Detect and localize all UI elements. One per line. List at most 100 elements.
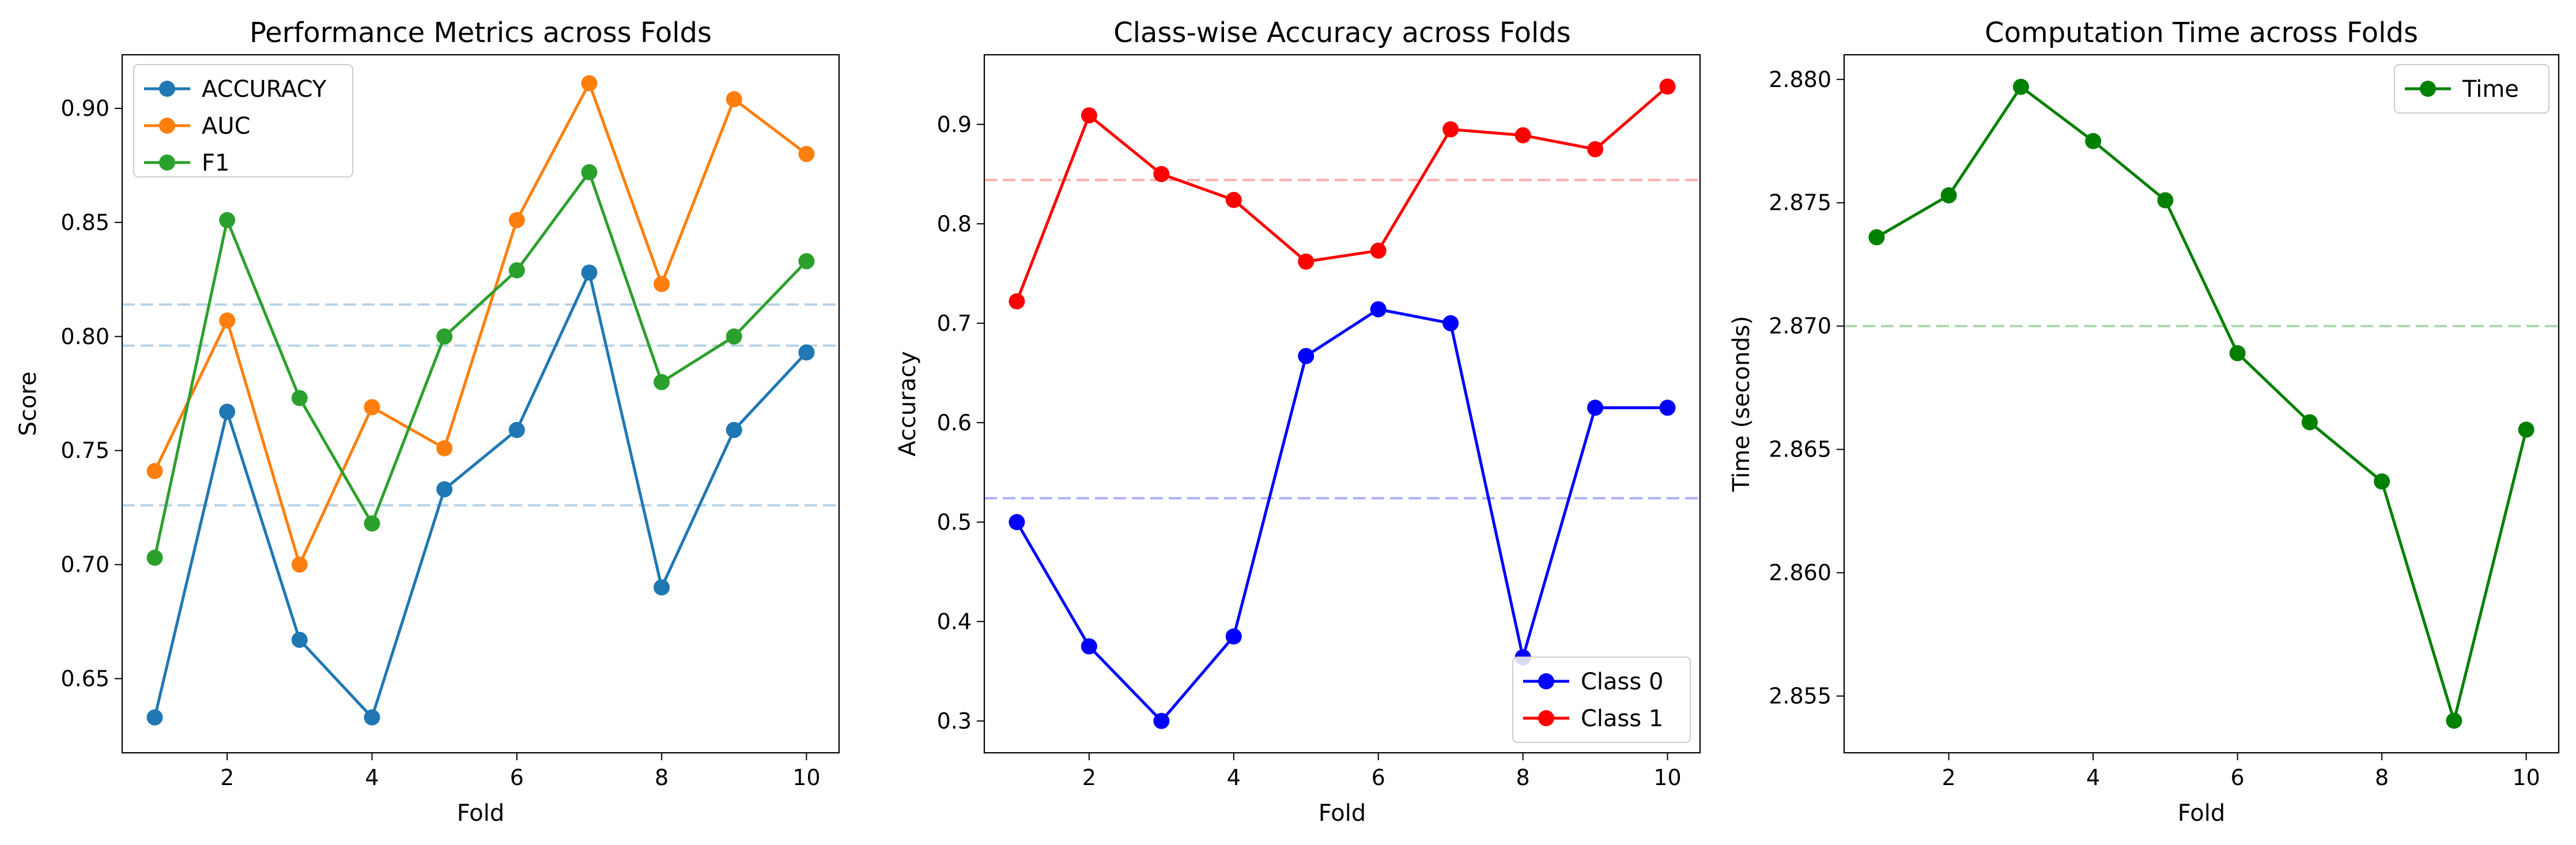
y-tick-label: 0.7: [937, 311, 972, 336]
data-point: [146, 709, 163, 726]
data-point: [1225, 628, 1242, 645]
data-point: [1009, 514, 1025, 530]
data-point: [146, 549, 163, 566]
data-point: [654, 276, 670, 292]
legend-label: AUC: [202, 113, 251, 139]
data-point: [2374, 473, 2390, 490]
data-point: [1153, 712, 1170, 729]
y-tick-label: 0.9: [937, 112, 972, 137]
legend-marker: [159, 81, 175, 97]
x-tick-label: 2: [1942, 765, 1956, 790]
y-tick-label: 0.75: [61, 438, 109, 463]
data-point: [2301, 414, 2318, 431]
data-point: [364, 709, 380, 726]
x-tick-label: 8: [1516, 765, 1530, 790]
data-point: [1370, 242, 1387, 259]
data-point: [291, 632, 308, 648]
data-point: [2085, 133, 2102, 149]
chart-panel-3: Computation Time across Folds 2 4 6 8 10 2.855…: [1728, 17, 2560, 827]
y-tick-label: 0.6: [937, 410, 972, 435]
data-point: [1081, 107, 1097, 124]
chart-title: Computation Time across Folds: [1985, 17, 2418, 49]
y-axis-label: Time (seconds): [1728, 316, 1755, 492]
data-point: [654, 579, 670, 596]
x-tick-label: 10: [792, 765, 820, 790]
data-point: [291, 556, 308, 573]
y-tick-label: 2.865: [1769, 437, 1831, 462]
data-point: [364, 399, 380, 416]
data-point: [146, 463, 163, 480]
y-tick-label: 0.85: [61, 210, 109, 235]
legend-label: Class 1: [1581, 706, 1663, 732]
data-point: [1442, 315, 1459, 331]
series-line: [153, 171, 808, 559]
x-tick-label: 6: [510, 765, 524, 790]
chart-title: Performance Metrics across Folds: [250, 17, 712, 49]
data-point: [2157, 192, 2174, 209]
y-tick-label: 0.8: [937, 211, 972, 236]
data-point: [291, 390, 308, 406]
legend-marker: [2420, 81, 2436, 97]
y-tick-label: 0.4: [937, 609, 972, 634]
axes-frame: [983, 54, 1701, 754]
data-point: [1009, 293, 1025, 310]
data-point: [508, 212, 525, 228]
data-point: [1659, 399, 1676, 416]
y-tick-label: 2.860: [1769, 560, 1831, 586]
data-point: [1153, 166, 1170, 183]
legend: ACCURACY AUC F1: [133, 64, 353, 178]
y-tick-label: 0.65: [61, 666, 109, 691]
y-tick-label: 0.3: [937, 708, 972, 734]
data-point: [1370, 301, 1387, 318]
legend-marker: [1538, 673, 1554, 689]
axes-frame: [121, 54, 840, 754]
y-tick-label: 0.70: [61, 552, 109, 578]
y-tick-label: 0.80: [61, 324, 109, 349]
legend-box: [133, 64, 353, 178]
data-point: [436, 328, 453, 345]
series-line: [1015, 85, 1669, 302]
x-tick-label: 4: [2086, 765, 2100, 790]
data-point: [798, 344, 815, 361]
chart-panel-2: Class-wise Accuracy across Folds 2 4 6 8 10 0.…: [894, 17, 1701, 827]
data-point: [364, 515, 380, 532]
data-point: [436, 481, 453, 497]
data-point: [1298, 348, 1315, 364]
y-tick-label: 2.880: [1769, 67, 1831, 92]
legend-box: [1512, 657, 1691, 743]
data-point: [581, 75, 598, 92]
axes-frame: [1843, 54, 2560, 754]
data-point: [508, 422, 525, 439]
x-tick-label: 6: [1372, 765, 1385, 790]
y-tick-label: 2.855: [1769, 684, 1831, 709]
data-point: [654, 374, 670, 390]
x-tick-label: 2: [1082, 765, 1096, 790]
data-point: [1442, 121, 1459, 138]
data-point: [219, 403, 236, 420]
x-tick-label: 4: [365, 765, 379, 790]
data-point: [581, 164, 598, 180]
y-tick-label: 0.90: [61, 96, 109, 121]
legend-marker: [1538, 710, 1554, 726]
data-point: [2012, 78, 2029, 95]
y-tick-label: 2.870: [1769, 314, 1831, 339]
data-point: [726, 328, 742, 345]
series-line: [153, 271, 808, 719]
data-point: [726, 422, 742, 439]
data-point: [1587, 141, 1604, 157]
data-point: [436, 440, 453, 457]
legend-marker: [159, 154, 175, 171]
data-point: [219, 312, 236, 329]
data-point: [1225, 191, 1242, 208]
y-tick-label: 2.875: [1769, 190, 1831, 216]
x-axis-label: Fold: [1319, 800, 1366, 827]
data-point: [1514, 127, 1531, 144]
x-tick-label: 10: [1653, 765, 1681, 790]
chart-title: Class-wise Accuracy across Folds: [1113, 17, 1571, 49]
data-point: [1587, 399, 1604, 416]
data-point: [2229, 345, 2246, 361]
data-point: [2446, 712, 2462, 729]
data-point: [219, 212, 236, 228]
data-point: [1298, 253, 1315, 270]
